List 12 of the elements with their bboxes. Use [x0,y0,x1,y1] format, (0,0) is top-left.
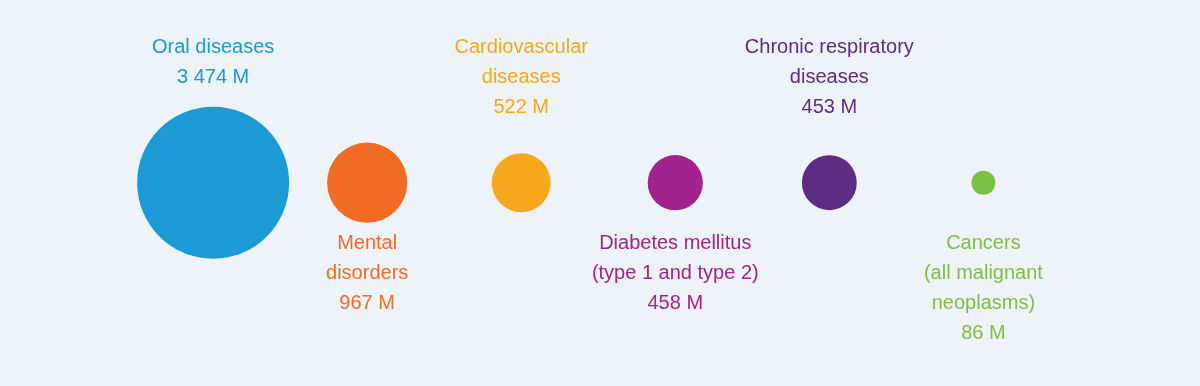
data-label: 967 M [339,290,395,313]
category-label: Cancers (all malignant neoplasms) [923,230,1044,313]
category-label: Diabetes mellitus (type 1 and type 2) [591,230,759,283]
data-label: 522 M [493,94,550,117]
data-label: 453 M [801,94,858,117]
category-label: Chronic respiratory diseases [744,34,914,87]
category-label: Cardiovascular diseases [454,34,589,87]
data-label: 3 474 M [176,64,250,87]
category-label: Mental disorders [326,230,409,283]
data-label: 86 M [961,320,1006,343]
category-label: Oral diseases [151,34,275,57]
data-label: 458 M [647,290,704,313]
